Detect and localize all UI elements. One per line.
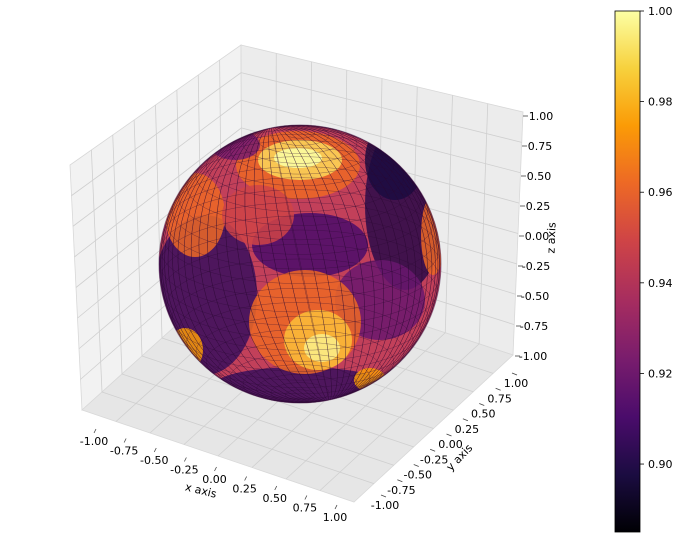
z-axis-label: z axis bbox=[544, 222, 558, 254]
tick-label: -1.00 bbox=[371, 499, 399, 512]
tick-mark bbox=[184, 457, 187, 462]
tick-label: -1.00 bbox=[80, 435, 108, 448]
tick-label: 0.25 bbox=[526, 200, 551, 213]
tick-label: -0.75 bbox=[387, 484, 415, 497]
mesh-line bbox=[166, 177, 434, 270]
tick-mark bbox=[93, 428, 97, 434]
tick-label: 1.00 bbox=[323, 511, 348, 524]
x-axis-ticks: -1.00-0.75-0.50-0.25 0.00 0.25 0.50 0.75 1.00 bbox=[80, 428, 348, 524]
tick-label: 0.00 bbox=[525, 230, 550, 243]
tick-mark bbox=[123, 438, 127, 443]
tick-label: 0.00 bbox=[202, 473, 227, 486]
tick-label: -0.75 bbox=[520, 320, 548, 333]
colorbar-tick-label: 0.98 bbox=[648, 96, 673, 109]
color-patch bbox=[304, 334, 340, 362]
tick-label: -0.50 bbox=[140, 454, 168, 467]
mesh-line bbox=[166, 258, 434, 351]
tick-mark bbox=[429, 448, 436, 452]
tick-label: 0.75 bbox=[528, 140, 553, 153]
tick-label: -0.50 bbox=[521, 290, 549, 303]
color-patch bbox=[222, 185, 294, 245]
tick-label: 0.50 bbox=[263, 492, 288, 505]
tick-label: -0.75 bbox=[110, 445, 138, 458]
tick-mark bbox=[304, 495, 308, 500]
grid-line bbox=[478, 103, 489, 344]
tick-mark bbox=[397, 479, 403, 483]
grid-line bbox=[285, 332, 446, 480]
tick-label: -0.25 bbox=[170, 464, 198, 477]
tick-label: 0.75 bbox=[293, 502, 318, 515]
mesh-line bbox=[206, 329, 394, 395]
tick-label: 0.50 bbox=[527, 170, 552, 183]
tick-mark bbox=[446, 433, 452, 437]
tick-mark bbox=[244, 476, 247, 481]
colorbar-tick-label: 0.92 bbox=[648, 367, 673, 380]
tick-mark bbox=[479, 403, 485, 406]
tick-label: -0.50 bbox=[404, 469, 432, 482]
tick-mark bbox=[413, 464, 419, 467]
tick-label: 1.00 bbox=[529, 110, 554, 123]
mesh-line bbox=[206, 133, 394, 199]
tick-mark bbox=[153, 447, 157, 453]
tick-label: 1.00 bbox=[504, 377, 529, 390]
tick-label: -0.25 bbox=[522, 260, 550, 273]
grid-line bbox=[444, 95, 453, 333]
colorbar-ticks: 0.90 0.92 0.94 0.96 0.98 1.00 bbox=[640, 5, 673, 471]
tick-mark bbox=[511, 372, 518, 376]
tick-mark bbox=[495, 387, 501, 391]
tick-label: 0.75 bbox=[487, 392, 512, 405]
grid-line bbox=[319, 343, 480, 491]
colorbar-tick-label: 0.90 bbox=[648, 458, 673, 471]
sphere-outline bbox=[158, 124, 442, 404]
colorbar: 0.90 0.92 0.94 0.96 0.98 1.00 bbox=[614, 5, 673, 533]
tick-label: 0.25 bbox=[455, 423, 480, 436]
tick-mark bbox=[214, 466, 217, 472]
colorbar-tick-label: 1.00 bbox=[648, 5, 673, 18]
mesh-line bbox=[217, 341, 383, 399]
mesh-line bbox=[186, 147, 414, 226]
y-axis-ticks: -1.00 -0.75 -0.50 -0.25 0.00 0.25 0.50 0.75 1.00 bbox=[371, 372, 529, 512]
colorbar-tick-label: 0.94 bbox=[648, 277, 673, 290]
tick-label: -0.25 bbox=[420, 453, 448, 466]
z-axis-ticks: -1.00 -0.75 -0.50 -0.25 0.00 0.25 0.50 0.75 1.00 bbox=[515, 110, 553, 363]
tick-mark bbox=[274, 485, 278, 491]
tick-mark bbox=[334, 504, 338, 510]
tick-label: -1.00 bbox=[519, 350, 547, 363]
mesh-line bbox=[186, 302, 414, 381]
tick-label: 0.50 bbox=[471, 408, 496, 421]
colorbar-gradient bbox=[614, 10, 641, 533]
mesh-line bbox=[217, 129, 383, 187]
color-patch bbox=[215, 367, 385, 403]
tick-label: 0.00 bbox=[438, 438, 463, 451]
tick-mark bbox=[380, 494, 387, 498]
tick-label: 0.25 bbox=[232, 483, 257, 496]
tick-mark bbox=[462, 418, 469, 422]
colorbar-tick-label: 0.96 bbox=[648, 186, 673, 199]
